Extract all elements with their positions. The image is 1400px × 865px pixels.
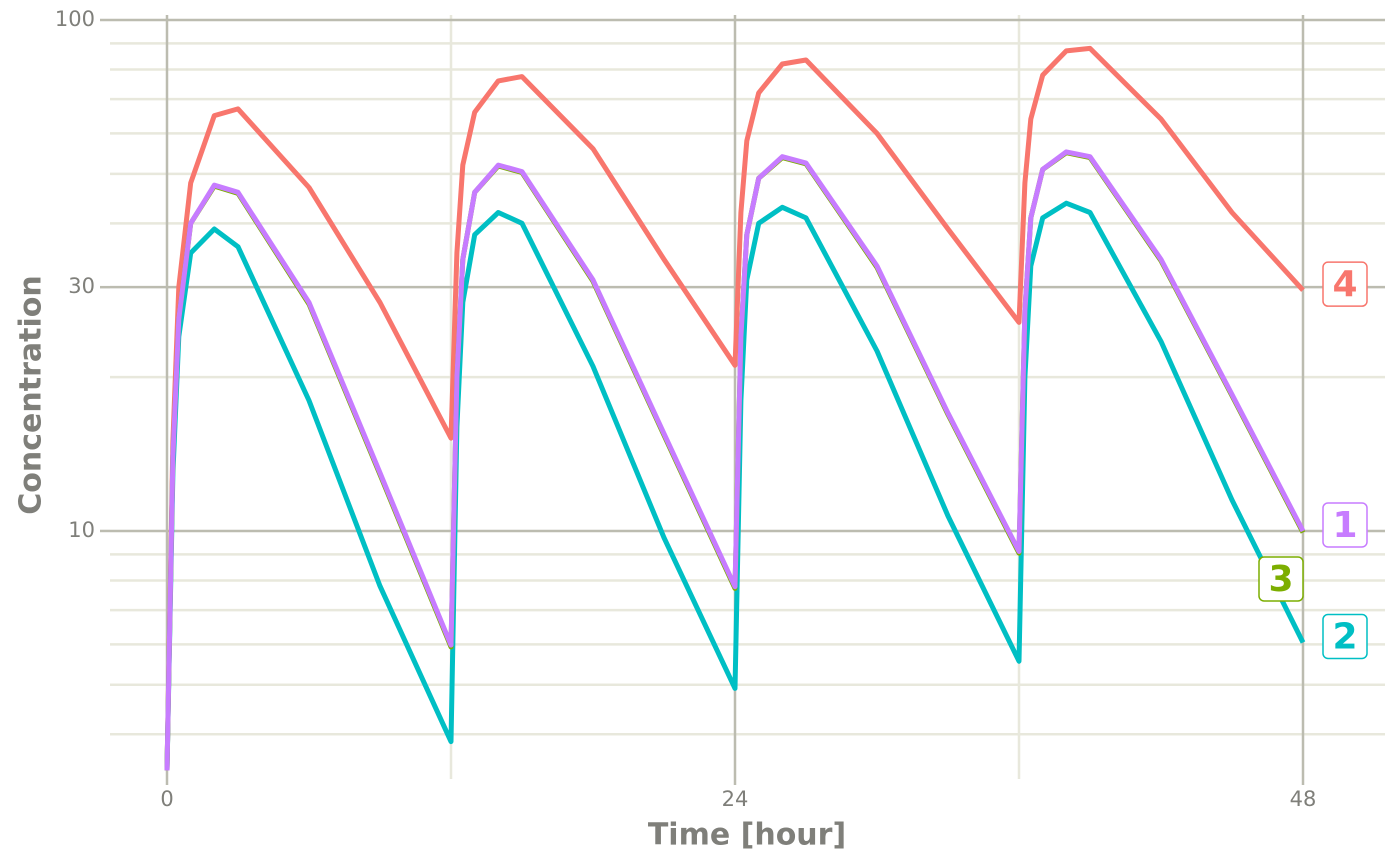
y-tick-label: 100	[55, 7, 95, 31]
series-label-box	[1322, 502, 1368, 548]
series-label-box	[1322, 261, 1368, 307]
series-label-box	[1322, 613, 1368, 660]
series-line	[164, 45, 1305, 771]
y-axis-title: Concentration	[14, 275, 49, 514]
x-tick-label: 48	[1290, 787, 1317, 811]
series-line	[164, 200, 1306, 771]
series-label: 3	[1268, 559, 1293, 600]
series-label: 1	[1332, 505, 1357, 546]
x-tick-label: 0	[160, 787, 173, 811]
y-tick-label: 30	[68, 274, 95, 298]
series-label-box	[1258, 556, 1304, 602]
y-tick-label: 10	[68, 518, 95, 542]
x-axis-title: Time [hour]	[648, 818, 846, 853]
x-tick-label: 24	[722, 787, 749, 811]
series-label: 4	[1332, 264, 1357, 305]
series-label: 2	[1332, 616, 1357, 657]
series-line	[164, 149, 1306, 771]
